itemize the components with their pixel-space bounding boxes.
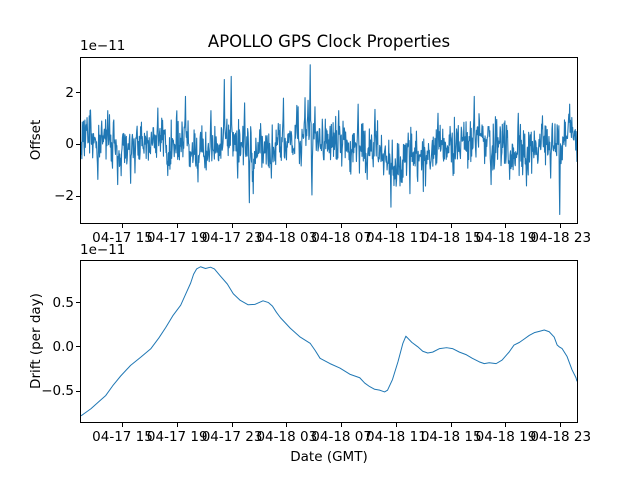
x-axis-label: Date (GMT) bbox=[290, 449, 368, 465]
offset-line bbox=[81, 64, 577, 215]
drift-x-tick-label: 04-18 23 bbox=[530, 429, 592, 445]
offset-x-tickmark bbox=[450, 224, 452, 228]
offset-x-tick-label: 04-17 15 bbox=[92, 230, 153, 246]
offset-y-tickmark bbox=[76, 92, 80, 93]
offset-plot-area bbox=[80, 57, 578, 224]
offset-x-tick-label: 04-18 07 bbox=[311, 230, 372, 246]
drift-x-tickmark bbox=[505, 423, 507, 427]
offset-x-tick-label: 04-17 19 bbox=[146, 230, 208, 246]
drift-y-tick-label: 0.5 bbox=[52, 294, 74, 311]
offset-x-tickmark bbox=[286, 224, 288, 228]
drift-x-tickmark bbox=[286, 423, 288, 427]
offset-x-tick-label: 04-18 03 bbox=[256, 230, 318, 246]
drift-x-tick-label: 04-17 23 bbox=[201, 429, 263, 445]
offset-x-tickmark bbox=[231, 224, 233, 228]
drift-x-tickmark bbox=[395, 423, 397, 427]
drift-x-tick-label: 04-17 15 bbox=[92, 429, 153, 445]
figure-title: APOLLO GPS Clock Properties bbox=[207, 32, 451, 51]
drift-axis-scale-text: 1e−11 bbox=[80, 242, 126, 258]
drift-x-tick-label: 04-18 15 bbox=[420, 429, 482, 445]
drift-y-tickmark bbox=[76, 390, 80, 392]
offset-x-tickmark bbox=[122, 224, 123, 228]
drift-y-tickmark bbox=[76, 302, 80, 304]
drift-y-tickmark bbox=[76, 346, 80, 348]
drift-y-tick-label: 0.0 bbox=[52, 338, 74, 355]
offset-x-tick-label: 04-18 11 bbox=[366, 230, 427, 246]
offset-y-tick-label: 0 bbox=[65, 136, 74, 153]
offset-y-tickmark bbox=[76, 143, 80, 145]
drift-x-tickmark bbox=[122, 423, 123, 427]
drift-x-tick-label: 04-18 11 bbox=[366, 429, 427, 445]
drift-line-series bbox=[81, 266, 577, 417]
drift-x-tick-label: 04-17 19 bbox=[146, 429, 208, 445]
drift-x-tick-label: 04-18 19 bbox=[475, 429, 537, 445]
offset-x-tick-label: 04-17 23 bbox=[201, 230, 263, 246]
offset-x-tick-label: 04-18 15 bbox=[420, 230, 482, 246]
drift-plot-area bbox=[80, 260, 578, 423]
drift-x-tickmark bbox=[450, 423, 452, 427]
drift-x-tickmark bbox=[231, 423, 233, 427]
offset-y-tick-label: 2 bbox=[65, 84, 74, 101]
offset-x-tickmark bbox=[395, 224, 397, 228]
drift-y-tick-label: −0.5 bbox=[41, 383, 74, 400]
offset-x-tickmark bbox=[560, 224, 562, 228]
offset-x-tickmark bbox=[176, 224, 178, 228]
drift-line bbox=[81, 266, 577, 417]
drift-x-tickmark bbox=[176, 423, 178, 427]
drift-x-tickmark bbox=[560, 423, 562, 427]
drift-x-tickmark bbox=[341, 423, 343, 427]
offset-x-tick-label: 04-18 19 bbox=[475, 230, 537, 246]
offset-x-tickmark bbox=[505, 224, 507, 228]
offset-axis-scale-text: 1e−11 bbox=[80, 38, 126, 54]
drift-x-tick-label: 04-18 07 bbox=[311, 429, 372, 445]
offset-x-tickmark bbox=[341, 224, 343, 228]
offset-y-tick-label: −2 bbox=[54, 188, 74, 205]
drift-x-tick-label: 04-18 03 bbox=[256, 429, 318, 445]
offset-y-tickmark bbox=[76, 195, 80, 197]
offset-line-series bbox=[81, 64, 577, 215]
offset-x-tick-label: 04-18 23 bbox=[530, 230, 592, 246]
